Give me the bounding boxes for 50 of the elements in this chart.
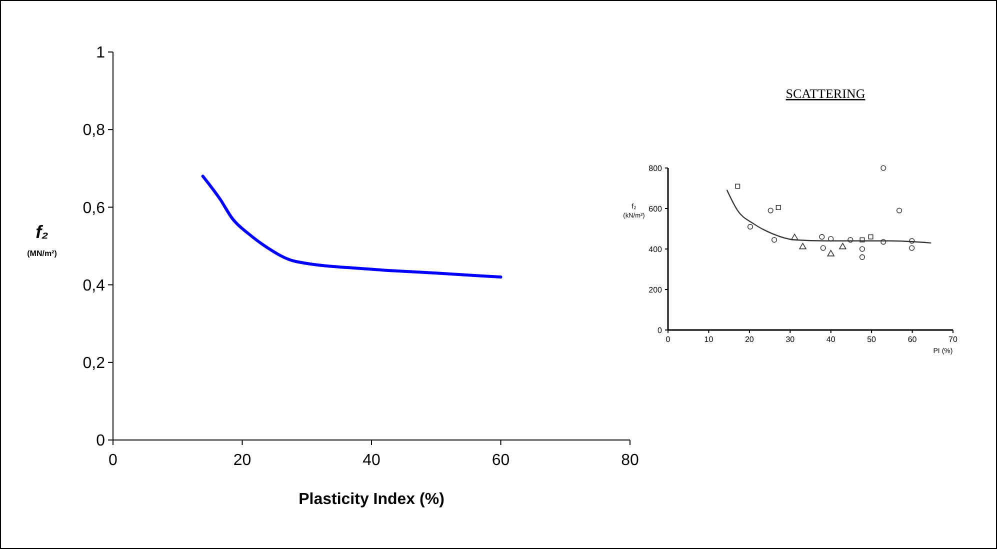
- point: [827, 250, 834, 256]
- x-tick-label: 70: [948, 335, 958, 344]
- x-tick-label: 60: [492, 452, 510, 469]
- point: [868, 234, 874, 240]
- point: [896, 208, 902, 214]
- y-tick-label: 1: [96, 44, 106, 62]
- point: [880, 165, 886, 171]
- x-tick-label: 20: [744, 335, 754, 344]
- point: [909, 245, 915, 251]
- x-tick-label: 60: [908, 335, 918, 344]
- x-tick-label: 80: [621, 452, 639, 469]
- point: [735, 184, 740, 189]
- x-tick-label: 20: [233, 452, 252, 469]
- y-axis-title: f₂ (MN/m²): [27, 222, 58, 258]
- point: [839, 242, 846, 250]
- y-tick-label: 400: [648, 244, 663, 254]
- point: [859, 254, 865, 260]
- y-tick-label: 0: [658, 326, 663, 335]
- point: [880, 239, 886, 245]
- point: [820, 245, 826, 251]
- point: [819, 234, 825, 240]
- point: [859, 246, 865, 252]
- x-axis-title: Plasticity Index (%): [298, 491, 444, 508]
- x-tick-label: 0: [108, 452, 118, 469]
- point: [828, 236, 834, 242]
- x-tick-label: 50: [867, 335, 877, 344]
- y-tick-label: 0,8: [82, 122, 106, 140]
- point: [799, 242, 806, 250]
- chart-title: SCATTERING: [786, 86, 866, 101]
- x-tick-label: 40: [826, 335, 836, 344]
- x-tick-label: 0: [666, 335, 671, 344]
- line-series: [201, 174, 502, 279]
- y-tick-label: 800: [648, 164, 663, 173]
- point: [771, 237, 778, 243]
- point: [768, 208, 774, 214]
- y-tick-label: 0,6: [82, 200, 106, 217]
- point: [848, 237, 854, 243]
- y-tick-label: 600: [648, 204, 663, 214]
- y-tick-label: 0: [96, 432, 106, 450]
- x-tick-label: 40: [362, 452, 380, 469]
- y-tick-label: 0,4: [82, 277, 106, 294]
- point: [747, 224, 754, 230]
- x-tick-label: 10: [704, 335, 714, 344]
- point: [860, 237, 865, 242]
- x-tick-label: 30: [786, 335, 796, 344]
- y-tick-label: 0,2: [82, 355, 106, 372]
- point: [790, 234, 798, 240]
- y-tick-label: 200: [648, 285, 663, 294]
- point: [909, 238, 915, 244]
- point: [776, 204, 781, 210]
